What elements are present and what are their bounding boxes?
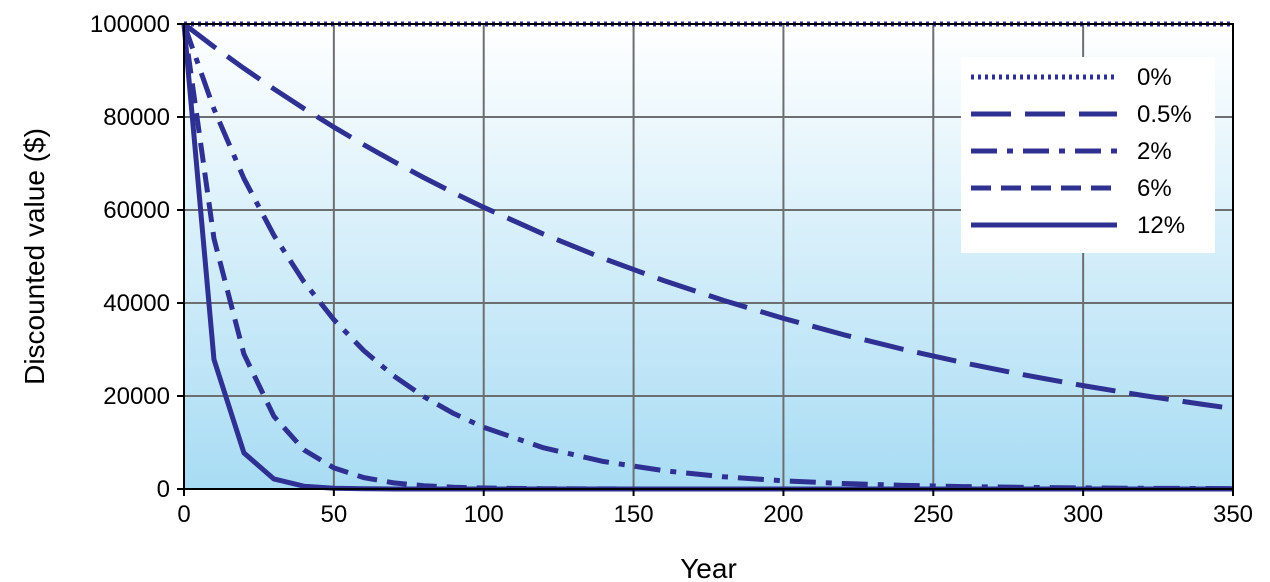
legend-label: 12% (1137, 212, 1185, 239)
y-tick-label: 40000 (103, 290, 170, 317)
series-line-0-5pct (182, 22, 1234, 412)
x-tick-label: 250 (913, 501, 953, 528)
legend: 0% 0.5% 2% 6% 12% (961, 57, 1215, 253)
y-tick-label: 100000 (90, 11, 170, 38)
y-tick-label: 0 (157, 476, 170, 503)
y-tick-label: 60000 (103, 197, 170, 224)
x-tick-label: 100 (464, 501, 504, 528)
x-axis-title: Year (680, 553, 737, 582)
legend-label: 6% (1137, 175, 1172, 202)
legend-label: 2% (1137, 138, 1172, 165)
tick-labels: 0 50 100 150 200 250 300 350 0 20000 40000 60000 800… (90, 11, 1253, 528)
y-axis-title: Discounted value ($) (19, 128, 50, 385)
x-tick-label: 50 (321, 501, 348, 528)
y-tick-label: 80000 (103, 104, 170, 131)
plot-frame (183, 23, 1234, 490)
x-tick-label: 350 (1213, 501, 1253, 528)
x-tick-label: 300 (1063, 501, 1103, 528)
x-tick-label: 150 (614, 501, 654, 528)
legend-box (961, 57, 1215, 253)
x-tick-label: 200 (763, 501, 803, 528)
legend-label: 0.5% (1137, 101, 1192, 128)
series-line-2pct (181, 23, 1234, 492)
legend-label: 0% (1137, 64, 1172, 91)
x-tick-label: 0 (177, 501, 190, 528)
y-tick-label: 20000 (103, 383, 170, 410)
